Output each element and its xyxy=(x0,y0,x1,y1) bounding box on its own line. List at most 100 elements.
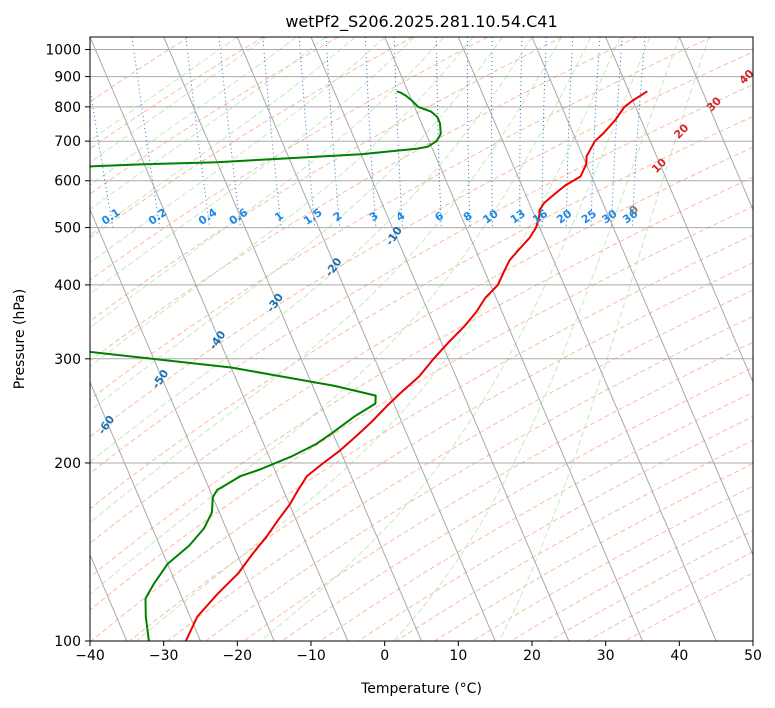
x-tick-label: −10 xyxy=(296,648,326,664)
moist-adiabat xyxy=(498,37,710,641)
dry-adiabat xyxy=(90,51,753,438)
moist-adiabat xyxy=(90,37,444,329)
dry-adiabat xyxy=(90,146,753,544)
x-tick-label: 0 xyxy=(380,648,389,664)
temperature-line xyxy=(184,90,648,641)
x-tick-label: 30 xyxy=(597,648,615,664)
dry-adiabat xyxy=(90,176,753,578)
x-tick-label: −40 xyxy=(75,648,105,664)
y-tick-label: 500 xyxy=(54,221,81,237)
isotherm-label: -40 xyxy=(206,328,228,352)
moist-adiabat xyxy=(90,37,592,595)
dry-adiabat xyxy=(205,315,753,641)
moist-adiabat-label: 20 xyxy=(671,121,691,141)
dry-adiabat xyxy=(243,341,753,641)
moist-adiabat-label: 10 xyxy=(649,155,669,175)
mixing-ratio-label: 6 xyxy=(432,209,446,224)
moist-adiabat xyxy=(90,37,327,211)
x-tick-label: 50 xyxy=(744,648,762,664)
dry-adiabat xyxy=(90,37,638,362)
dry-adiabat xyxy=(90,115,753,510)
mixing-ratio-label: 3 xyxy=(367,209,381,224)
y-tick-label: 900 xyxy=(54,70,81,86)
dry-adiabat xyxy=(510,508,753,641)
mixing-ratio-label: 20 xyxy=(554,207,574,227)
y-tick-label: 1000 xyxy=(45,43,81,59)
moist-adiabat-label: 30 xyxy=(704,94,724,114)
mixing-ratio-label: 13 xyxy=(508,207,528,226)
dry-adiabat xyxy=(167,289,753,641)
mixing-ratio-line xyxy=(466,37,471,228)
dry-adiabat xyxy=(90,37,414,239)
isotherm-gridline xyxy=(752,37,753,39)
series-layer xyxy=(90,90,648,641)
mixing-ratio-line xyxy=(185,37,211,228)
y-tick-label: 300 xyxy=(54,352,81,368)
isotherm-gridline xyxy=(236,37,496,641)
dry-adiabat xyxy=(90,37,339,195)
mixing-ratio-line xyxy=(590,37,601,228)
isotherm-gridline xyxy=(90,208,275,641)
x-tick-label: 10 xyxy=(449,648,467,664)
dry-adiabat xyxy=(90,37,190,103)
background-lines xyxy=(90,37,753,641)
isotherm-label: -30 xyxy=(264,291,286,315)
moist-adiabat xyxy=(90,37,386,264)
moist-adiabat xyxy=(260,37,651,641)
isotherm-gridline xyxy=(678,37,753,211)
x-tick-label: −20 xyxy=(223,648,253,664)
dry-adiabat xyxy=(281,366,753,641)
moist-adiabat xyxy=(90,37,297,187)
isotherm-gridline xyxy=(531,37,753,557)
x-tick-label: 40 xyxy=(670,648,688,664)
x-axis-label: Temperature (°C) xyxy=(360,681,482,697)
dry-adiabat xyxy=(434,462,753,641)
y-axis-label: Pressure (hPa) xyxy=(12,289,28,389)
dry-adiabat xyxy=(90,37,264,150)
isotherm-label: -50 xyxy=(149,367,171,391)
mixing-ratio-label: 10 xyxy=(481,207,501,227)
mixing-ratio-line xyxy=(364,37,377,228)
moist-adiabat xyxy=(90,37,474,368)
x-tick-label: 20 xyxy=(523,648,541,664)
isotherm-label: -20 xyxy=(323,255,345,279)
mixing-ratio-line xyxy=(565,37,574,228)
isotherm-gridline xyxy=(457,37,717,641)
y-tick-label: 100 xyxy=(54,634,81,650)
dewpoint-line xyxy=(90,90,442,641)
isotherm-gridline xyxy=(90,37,349,641)
mixing-ratio-line xyxy=(490,37,494,228)
plot-frame xyxy=(89,36,754,642)
isotherm-label: -80 xyxy=(0,495,5,519)
mixing-ratio-label: 0.4 xyxy=(196,206,220,228)
y-tick-label: 700 xyxy=(54,134,81,150)
mixing-ratio-label: 0.2 xyxy=(146,206,169,228)
moist-adiabat xyxy=(90,37,238,142)
mixing-ratio-label: 1 xyxy=(272,209,286,224)
mixing-ratio-label: 2 xyxy=(331,209,345,224)
isotherm-label: -60 xyxy=(95,413,117,437)
isotherm-gridline xyxy=(90,380,201,641)
dry-adiabat xyxy=(90,37,712,400)
line-labels: 0.10.20.40.611.52346810131620253036-100-… xyxy=(0,67,757,519)
moist-adiabat xyxy=(393,37,680,641)
isotherm-gridline xyxy=(384,37,643,641)
dry-adiabat xyxy=(90,84,753,474)
isotherm-gridline xyxy=(310,37,570,641)
y-tick-label: 200 xyxy=(54,456,81,472)
dry-adiabat xyxy=(90,37,563,322)
mixing-ratio-line xyxy=(90,86,114,228)
dry-adiabat xyxy=(90,234,753,641)
dry-adiabat xyxy=(90,205,753,611)
dry-adiabat xyxy=(357,415,753,641)
chart-title: wetPf2_S206.2025.281.10.54.C41 xyxy=(285,12,557,32)
moist-adiabat xyxy=(90,37,533,463)
dry-adiabat xyxy=(90,37,488,281)
y-tick-label: 600 xyxy=(54,174,81,190)
axes: −40 −30 −20 −10 0 10 20 30 40 5010020030040050060… xyxy=(45,43,762,664)
mixing-ratio-label: 25 xyxy=(579,207,599,226)
mixing-ratio-label: 0.1 xyxy=(99,206,122,228)
mixing-ratio-label: 1.5 xyxy=(301,206,324,228)
moist-adiabat-label: 40 xyxy=(737,67,757,87)
